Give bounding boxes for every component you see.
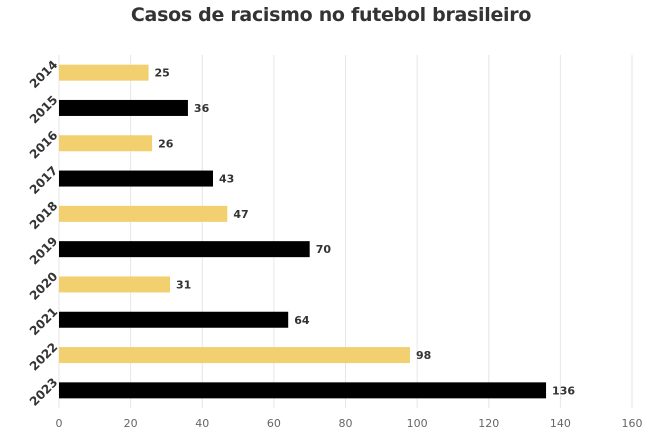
y-tick-label: 2021	[27, 305, 61, 339]
data-label: 64	[294, 314, 310, 327]
y-tick-label: 2023	[27, 375, 61, 409]
x-tick-label: 160	[622, 417, 643, 430]
y-tick-label: 2017	[27, 163, 61, 197]
data-label: 47	[233, 208, 248, 221]
data-label: 43	[219, 173, 234, 186]
x-tick-label: 80	[339, 417, 353, 430]
x-tick-label: 120	[478, 417, 499, 430]
x-tick-label: 40	[195, 417, 209, 430]
data-label: 98	[416, 349, 431, 362]
y-tick-label: 2014	[27, 58, 61, 92]
bar[interactable]	[59, 205, 228, 222]
bar[interactable]	[59, 64, 149, 81]
y-tick-label: 2020	[27, 269, 61, 303]
data-label: 26	[158, 137, 174, 150]
x-tick-label: 100	[407, 417, 428, 430]
bar[interactable]	[59, 382, 547, 399]
y-tick-label: 2016	[27, 128, 61, 162]
y-tick-label: 2022	[27, 340, 61, 374]
y-tick-label: 2019	[27, 234, 61, 268]
bar[interactable]	[59, 311, 289, 328]
bar[interactable]	[59, 135, 153, 152]
bar[interactable]	[59, 170, 213, 187]
data-labels: 25 36 26 43 47 70 31 64 98 136	[155, 67, 576, 398]
x-tick-label: 0	[56, 417, 63, 430]
x-tick-label: 60	[267, 417, 281, 430]
y-tick-label: 2015	[27, 93, 61, 127]
y-tick-label: 2018	[27, 199, 61, 233]
chart-title: Casos de racismo no futebol brasileiro	[130, 4, 532, 26]
bar[interactable]	[59, 99, 188, 116]
x-tick-label: 20	[124, 417, 138, 430]
x-axis-ticks: 0 20 40 60 80 100 120 140 160	[56, 417, 643, 430]
data-label: 136	[552, 384, 575, 397]
bars	[59, 64, 547, 399]
data-label: 70	[316, 243, 332, 256]
data-label: 25	[155, 67, 170, 80]
bar[interactable]	[59, 276, 171, 293]
data-label: 31	[176, 278, 191, 291]
data-label: 36	[194, 102, 210, 115]
bar[interactable]	[59, 241, 310, 258]
bar[interactable]	[59, 347, 410, 364]
x-tick-label: 140	[550, 417, 571, 430]
